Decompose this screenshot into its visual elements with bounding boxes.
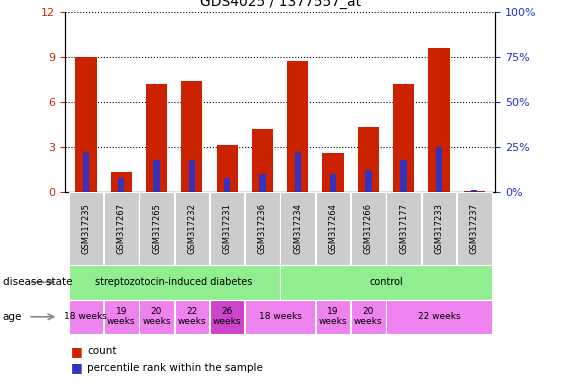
- Text: GSM317267: GSM317267: [117, 203, 126, 254]
- Bar: [316, 300, 350, 334]
- Text: GSM317233: GSM317233: [435, 203, 444, 254]
- Text: ■: ■: [70, 345, 82, 358]
- Bar: [351, 300, 386, 334]
- Text: 18 weeks: 18 weeks: [258, 312, 302, 321]
- Bar: [386, 300, 491, 334]
- Text: 18 weeks: 18 weeks: [65, 312, 108, 321]
- Bar: [316, 192, 350, 265]
- Text: 19
weeks: 19 weeks: [319, 307, 347, 326]
- Bar: [471, 190, 477, 192]
- Bar: [245, 300, 315, 334]
- Bar: [146, 84, 167, 192]
- Bar: [280, 192, 315, 265]
- Text: GSM317264: GSM317264: [329, 203, 338, 254]
- Bar: [118, 177, 124, 192]
- Bar: [422, 192, 456, 265]
- Bar: [83, 152, 89, 192]
- Bar: [69, 192, 103, 265]
- Bar: [175, 300, 209, 334]
- Bar: [69, 300, 103, 334]
- Bar: [217, 146, 238, 192]
- Text: GSM317234: GSM317234: [293, 203, 302, 254]
- Text: age: age: [3, 312, 22, 322]
- Bar: [189, 159, 195, 192]
- Text: 22 weeks: 22 weeks: [418, 312, 461, 321]
- Bar: [139, 192, 174, 265]
- Bar: [400, 159, 407, 192]
- Bar: [351, 192, 386, 265]
- Text: 26
weeks: 26 weeks: [213, 307, 242, 326]
- Bar: [111, 172, 132, 192]
- Text: 20
weeks: 20 weeks: [354, 307, 383, 326]
- Bar: [330, 174, 336, 192]
- Bar: [210, 300, 244, 334]
- Text: GSM317235: GSM317235: [82, 203, 91, 254]
- Bar: [252, 129, 273, 192]
- Bar: [245, 192, 280, 265]
- Bar: [69, 265, 280, 300]
- Text: GSM317266: GSM317266: [364, 203, 373, 254]
- Bar: [280, 265, 491, 300]
- Bar: [323, 153, 343, 192]
- Bar: [294, 152, 301, 192]
- Text: ■: ■: [70, 361, 82, 374]
- Bar: [175, 192, 209, 265]
- Text: GSM317265: GSM317265: [152, 203, 161, 254]
- Bar: [104, 300, 138, 334]
- Bar: [260, 174, 266, 192]
- Bar: [436, 147, 442, 192]
- Text: 19
weeks: 19 weeks: [107, 307, 136, 326]
- Bar: [287, 61, 309, 192]
- Bar: [393, 84, 414, 192]
- Text: disease state: disease state: [3, 277, 72, 287]
- Text: percentile rank within the sample: percentile rank within the sample: [87, 363, 263, 373]
- Text: streptozotocin-induced diabetes: streptozotocin-induced diabetes: [96, 277, 253, 287]
- Text: GSM317177: GSM317177: [399, 203, 408, 254]
- Text: GSM317231: GSM317231: [222, 203, 231, 254]
- Bar: [386, 192, 421, 265]
- Text: count: count: [87, 346, 117, 356]
- Text: GSM317237: GSM317237: [470, 203, 479, 254]
- Title: GDS4025 / 1377557_at: GDS4025 / 1377557_at: [199, 0, 361, 9]
- Bar: [210, 192, 244, 265]
- Text: 22
weeks: 22 weeks: [177, 307, 206, 326]
- Text: 20
weeks: 20 weeks: [142, 307, 171, 326]
- Bar: [464, 191, 485, 192]
- Text: GSM317232: GSM317232: [187, 203, 196, 254]
- Bar: [75, 56, 96, 192]
- Bar: [153, 159, 160, 192]
- Bar: [181, 81, 203, 192]
- Text: control: control: [369, 277, 403, 287]
- Text: GSM317236: GSM317236: [258, 203, 267, 254]
- Bar: [428, 48, 449, 192]
- Bar: [365, 170, 372, 192]
- Bar: [457, 192, 491, 265]
- Bar: [358, 127, 379, 192]
- Bar: [139, 300, 174, 334]
- Bar: [224, 177, 230, 192]
- Bar: [104, 192, 138, 265]
